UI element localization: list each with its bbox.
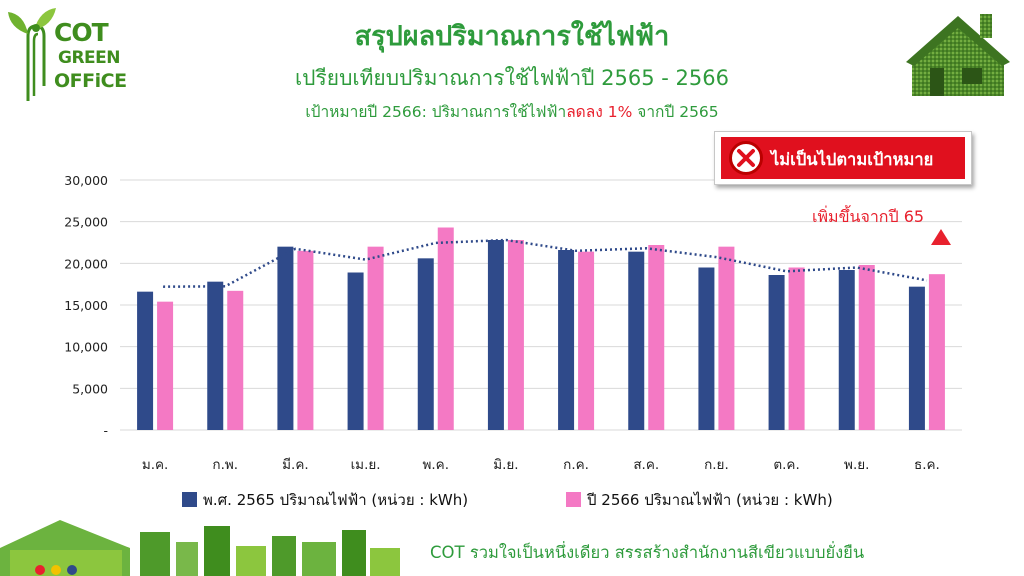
page-title: สรุปผลปริมาณการใช้ไฟฟ้า (354, 21, 670, 52)
bar-2566 (367, 246, 384, 430)
x-tick-label: เม.ย. (351, 457, 381, 473)
trendline-path (163, 238, 928, 288)
bar-2565 (417, 258, 434, 430)
bar-2565 (698, 267, 715, 430)
x-tick-label: ม.ค. (142, 457, 169, 473)
legend-label-2565: พ.ศ. 2565 ปริมาณไฟฟ้า (หน่วย : kWh) (203, 491, 469, 509)
green-city-illustration (0, 520, 400, 576)
y-tick-label: 25,000 (64, 215, 108, 230)
target-prefix: เป้าหมายปี 2566: ปริมาณการใช้ไฟฟ้า (305, 103, 567, 121)
legend-label-2566: ปี 2566 ปริมาณไฟฟ้า (หน่วย : kWh) (587, 491, 833, 509)
bar-2565 (137, 291, 154, 430)
trendline (163, 238, 928, 288)
bar-2566 (718, 246, 735, 430)
bar-2565 (487, 240, 504, 430)
bar-2566 (788, 267, 805, 430)
bar-2565 (347, 272, 364, 430)
x-axis-ticks: ม.ค. ก.พ. มี.ค. เม.ย. พ.ค. มิ.ย. ก.ค. ส.ค. ก.ย. ต… (142, 457, 940, 473)
x-tick-label: ธ.ค. (914, 457, 940, 473)
bar-2566 (157, 301, 174, 430)
status-banner: ไม่เป็นไปตามเป้าหมาย (714, 131, 972, 185)
x-mark-icon (737, 149, 755, 167)
leaf-paperclip-icon (8, 8, 56, 101)
x-tick-label: มี.ค. (282, 457, 309, 473)
x-circle-icon (729, 141, 763, 175)
logo-cot-text: COT (54, 18, 109, 47)
x-tick-label: ก.พ. (212, 457, 238, 473)
y-tick-label: 15,000 (64, 298, 108, 313)
bar-2566 (227, 290, 244, 430)
y-tick-label: 30,000 (64, 173, 108, 188)
y-tick-label: 20,000 (64, 256, 108, 271)
bar-2565 (558, 250, 575, 430)
bar-2566 (297, 250, 314, 430)
page-subtitle: เปรียบเทียบปริมาณการใช้ไฟฟ้าปี 2565 - 25… (294, 66, 729, 90)
y-tick-label: - (103, 423, 108, 438)
logo-green-text: GREEN (58, 48, 121, 68)
target-highlight: ลดลง 1% (566, 103, 633, 121)
bar-2566 (578, 251, 595, 430)
y-tick-label: 10,000 (64, 340, 108, 355)
x-tick-label: ต.ค. (773, 457, 799, 473)
legend-swatch-2566 (566, 492, 581, 507)
bar-2566 (437, 227, 454, 430)
x-tick-label: ก.ค. (563, 457, 589, 473)
target-statement: เป้าหมายปี 2566: ปริมาณการใช้ไฟฟ้าลดลง 1… (0, 99, 1024, 124)
increase-note: เพิ่มขึ้นจากปี 65 (812, 207, 925, 226)
x-tick-label: พ.ค. (422, 457, 449, 473)
grass-house-icon (906, 14, 1010, 96)
footer-slogan: COT รวมใจเป็นหนึ่งเดียว สรรสร้างสำนักงาน… (430, 543, 865, 562)
bar-2565 (768, 275, 785, 430)
cot-green-office-logo: COT GREEN OFFiCE (6, 6, 127, 106)
bar-2565 (207, 281, 224, 430)
x-tick-label: มิ.ย. (493, 457, 518, 473)
x-tick-label: ก.ย. (704, 457, 729, 473)
bar-2565 (908, 286, 925, 430)
bar-2566 (858, 265, 875, 430)
bar-2565 (838, 270, 855, 430)
x-tick-label: ส.ค. (633, 457, 659, 473)
bar-2565 (277, 246, 294, 430)
y-axis-ticks: - 5,000 10,000 15,000 20,000 25,000 30,000 (64, 173, 108, 438)
legend-item-2565: พ.ศ. 2565 ปริมาณไฟฟ้า (หน่วย : kWh) (182, 488, 468, 512)
up-triangle-icon (931, 229, 951, 245)
y-tick-label: 5,000 (72, 381, 108, 396)
target-suffix: จากปี 2565 (632, 103, 719, 121)
bar-2566 (928, 274, 945, 430)
bar-2566 (507, 240, 524, 430)
legend-item-2566: ปี 2566 ปริมาณไฟฟ้า (หน่วย : kWh) (566, 488, 833, 512)
bar-2565 (628, 251, 645, 430)
status-label: ไม่เป็นไปตามเป้าหมาย (771, 150, 934, 169)
x-tick-label: พ.ย. (844, 457, 869, 473)
legend-swatch-2565 (182, 492, 197, 507)
chart-bars (137, 227, 945, 430)
bar-2566 (648, 245, 665, 430)
status-banner-fill: ไม่เป็นไปตามเป้าหมาย (721, 137, 965, 179)
logo-office-text: OFFiCE (54, 70, 127, 92)
